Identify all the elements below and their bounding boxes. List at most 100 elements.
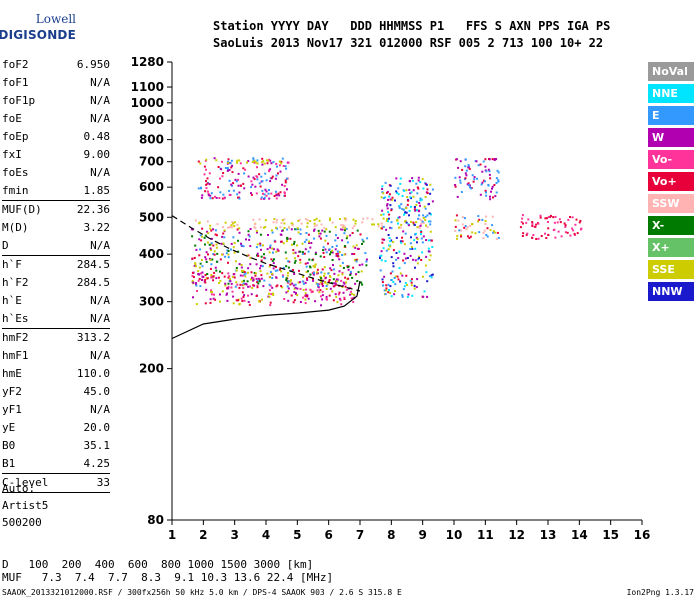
echo-point [221, 290, 224, 293]
echo-point [404, 232, 407, 235]
echo-point [456, 237, 458, 240]
echo-point [457, 219, 460, 222]
echo-point [287, 260, 290, 263]
legend-item-x: X- [648, 216, 694, 235]
echo-point [579, 219, 582, 222]
echo-point [323, 230, 326, 233]
echo-point [413, 208, 416, 211]
echo-point [242, 182, 245, 185]
echo-point [402, 288, 405, 291]
echo-point [307, 270, 309, 273]
echo-point [395, 258, 398, 261]
echo-point [426, 295, 429, 298]
echo-point [249, 285, 252, 288]
echo-point [421, 178, 424, 181]
echo-point [241, 299, 244, 302]
echo-point [258, 182, 261, 185]
echo-point [321, 298, 324, 301]
echo-point [390, 256, 393, 259]
echo-point [398, 206, 401, 209]
echo-point [494, 231, 497, 234]
echo-point [388, 289, 390, 291]
legend-item-vo: Vo- [648, 150, 694, 169]
echo-point [531, 222, 534, 225]
echo-point [272, 294, 275, 296]
param-row: foF2 6.950 [2, 56, 110, 74]
echo-point [215, 159, 218, 162]
y-tick-label: 1000 [131, 96, 164, 110]
param-row: B0 35.1 [2, 437, 110, 455]
echo-point [388, 193, 391, 196]
echo-point [241, 274, 244, 277]
echo-point [430, 274, 433, 277]
echo-point [485, 215, 487, 218]
echo-point [365, 258, 368, 261]
y-tick-label: 600 [139, 180, 164, 194]
echo-point [306, 277, 308, 280]
echo-point [468, 184, 471, 187]
echo-point [327, 280, 330, 283]
echo-point [461, 223, 464, 226]
y-tick-label: 200 [139, 362, 164, 376]
echo-point [205, 251, 208, 254]
echo-point [476, 177, 479, 180]
echo-point [230, 226, 233, 229]
echo-point [467, 184, 470, 187]
echo-point [361, 221, 364, 224]
echo-point [215, 269, 218, 272]
echo-point [428, 275, 431, 278]
polarization-legend: NoVal NNE E W Vo- Vo+ SSW X- X+ SSE NNW [648, 62, 694, 304]
echo-point [410, 191, 413, 194]
echo-point [284, 165, 287, 168]
echo-point [418, 214, 421, 217]
echo-point [201, 265, 204, 268]
echo-point [281, 229, 284, 232]
echo-point [381, 188, 384, 190]
echo-point [209, 197, 212, 200]
echo-point [230, 224, 233, 227]
param-name: fxI [2, 148, 22, 161]
echo-point [311, 259, 314, 262]
echo-point [201, 235, 203, 238]
echo-point [338, 297, 341, 300]
echo-point [332, 264, 334, 266]
echo-point [218, 300, 221, 303]
echo-point [272, 267, 275, 270]
echo-point [397, 216, 400, 219]
echo-point [552, 229, 555, 232]
echo-point [223, 229, 226, 232]
echo-point [339, 299, 342, 302]
echo-point [323, 266, 326, 269]
echo-point [415, 203, 418, 206]
echo-point [401, 195, 404, 197]
echo-point [328, 294, 331, 297]
param-value: 284.5 [76, 258, 110, 271]
echo-point [423, 205, 426, 208]
param-row: foEp 0.48 [2, 128, 110, 146]
file-info-footer: SAAOK_2013321012000.RSF / 300fx256h 50 k… [2, 588, 402, 597]
echo-point [213, 271, 216, 274]
echo-point [257, 255, 260, 257]
echo-point [497, 180, 500, 183]
echo-point [294, 283, 297, 286]
echo-point [300, 222, 303, 225]
echo-point [343, 282, 346, 285]
echo-point [401, 236, 404, 239]
echo-point [244, 168, 247, 171]
echo-point [324, 276, 327, 279]
echo-point [228, 179, 231, 182]
echo-point [233, 276, 236, 279]
echo-point [413, 206, 416, 208]
x-tick-label: 2 [199, 528, 207, 542]
echo-point [240, 266, 243, 269]
echo-point [397, 278, 400, 281]
echo-point [519, 226, 522, 229]
echo-point [260, 196, 263, 199]
echo-point [305, 288, 307, 291]
echo-point [407, 224, 410, 227]
echo-point [467, 164, 470, 167]
echo-point [264, 172, 267, 175]
echo-point [410, 220, 412, 223]
param-name: MUF(D) [2, 203, 42, 216]
